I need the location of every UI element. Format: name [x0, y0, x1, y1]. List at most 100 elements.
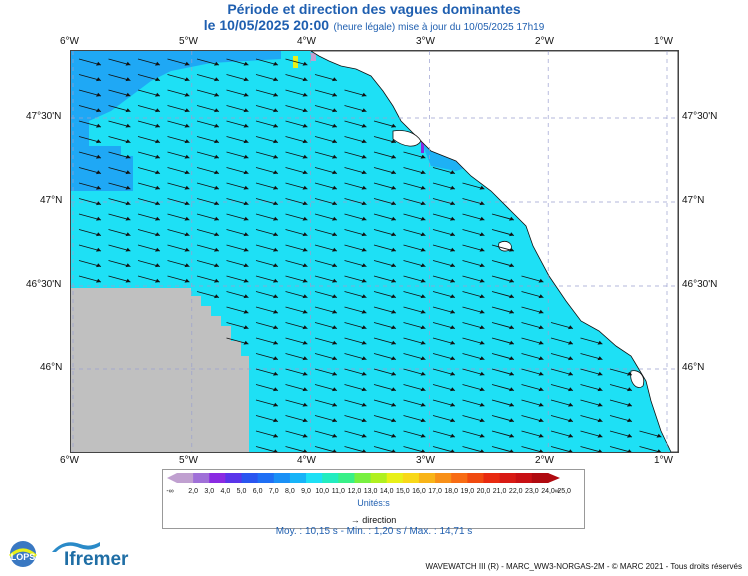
direction-arrow — [285, 74, 308, 82]
direction-arrow — [137, 244, 161, 252]
direction-arrow — [285, 229, 308, 237]
scale-label: 24,0 — [541, 488, 555, 495]
direction-arrow — [314, 291, 338, 299]
direction-arrow — [462, 399, 485, 407]
direction-arrow — [521, 430, 544, 438]
direction-arrow — [226, 229, 249, 237]
direction-arrow — [255, 384, 279, 392]
scale-min-tip — [167, 473, 177, 483]
direction-arrow — [255, 182, 279, 190]
direction-arrow — [344, 105, 367, 113]
direction-arrow — [432, 244, 456, 252]
map-title: Période et direction des vagues dominant… — [227, 1, 521, 17]
direction-arrow — [462, 229, 485, 237]
direction-arrow — [167, 182, 190, 190]
direction-arrow — [167, 58, 190, 66]
direction-arrow — [432, 368, 456, 376]
direction-arrow — [580, 384, 603, 392]
direction-arrow — [373, 291, 397, 299]
direction-arrow — [137, 74, 161, 82]
direction-arrow — [137, 120, 161, 128]
direction-arrow — [491, 322, 515, 330]
direction-arrow — [639, 430, 662, 438]
direction-arrow — [196, 105, 220, 113]
direction-arrow — [314, 322, 338, 330]
direction-arrow — [462, 430, 485, 438]
scale-swatch — [402, 473, 420, 483]
lon-tick-bottom-6w: 6°W — [60, 455, 79, 466]
direction-arrow — [285, 244, 308, 252]
direction-arrow — [137, 58, 161, 66]
direction-arrow — [78, 260, 102, 268]
direction-arrow — [285, 120, 308, 128]
scale-label: 23,0 — [525, 488, 539, 495]
direction-arrow — [108, 74, 131, 82]
forecast-date: le 10/05/2025 20:00 — [203, 17, 330, 33]
credits-line: WAVEWATCH III (R) - MARC_WW3-NORGAS-2M -… — [425, 562, 742, 571]
direction-arrow — [373, 430, 397, 438]
direction-arrow — [314, 151, 338, 159]
lon-tick-top-6w: 6°W — [60, 36, 79, 47]
direction-arrow — [403, 368, 426, 376]
lat-tick-left-4730: 47°30'N — [26, 111, 62, 122]
scale-label: 15,0 — [396, 488, 410, 495]
scale-label: 16,0 — [412, 488, 426, 495]
direction-arrow — [314, 275, 338, 283]
direction-arrow — [314, 89, 338, 97]
direction-arrow — [403, 353, 426, 361]
direction-arrow — [196, 120, 220, 128]
direction-arrow — [373, 198, 397, 206]
direction-arrow — [550, 353, 574, 361]
direction-arrow — [373, 399, 397, 407]
stats-line: Moy. : 10,15 s - Min. : 1,20 s / Max. : … — [275, 526, 473, 537]
scale-swatch — [435, 473, 452, 483]
direction-arrow — [314, 430, 338, 438]
direction-arrow — [432, 399, 456, 407]
unit-label: Unités:s — [357, 498, 390, 508]
direction-arrow — [373, 120, 397, 128]
direction-arrow — [403, 415, 426, 423]
direction-arrow — [314, 260, 338, 268]
direction-arrow — [344, 151, 367, 159]
direction-arrow — [403, 291, 426, 299]
direction-arrow — [285, 151, 308, 159]
direction-arrow — [285, 446, 308, 452]
direction-arrow — [255, 337, 279, 345]
direction-arrow — [255, 136, 279, 144]
direction-arrow — [255, 213, 279, 221]
direction-arrow — [521, 446, 544, 452]
direction-arrow — [196, 291, 220, 299]
direction-arrow — [521, 291, 544, 299]
scale-label: 13,0 — [363, 488, 378, 495]
direction-arrow — [609, 384, 633, 392]
direction-arrow — [78, 58, 102, 66]
direction-arrow — [580, 368, 603, 376]
direction-arrow — [167, 120, 190, 128]
direction-arrow — [226, 151, 249, 159]
direction-arrow — [403, 337, 426, 345]
direction-arrow — [285, 260, 308, 268]
direction-arrow — [226, 89, 249, 97]
direction-arrow — [344, 213, 367, 221]
direction-arrow — [432, 322, 456, 330]
scale-swatch — [483, 473, 501, 483]
short-period-bay-a — [421, 141, 424, 153]
direction-arrow — [255, 89, 279, 97]
direction-arrow — [285, 58, 308, 66]
direction-arrow — [285, 353, 308, 361]
direction-arrow — [137, 229, 161, 237]
direction-arrow — [373, 229, 397, 237]
direction-arrow — [373, 260, 397, 268]
direction-arrow — [167, 136, 190, 144]
direction-arrow — [255, 151, 279, 159]
direction-arrow — [314, 229, 338, 237]
lon-tick-top-5w: 5°W — [179, 36, 198, 47]
scale-swatch — [177, 473, 194, 483]
direction-arrow — [344, 322, 367, 330]
direction-arrow — [432, 291, 456, 299]
direction-arrow — [226, 74, 249, 82]
direction-arrow — [167, 229, 190, 237]
direction-arrow — [226, 275, 249, 283]
direction-arrow — [196, 244, 220, 252]
direction-arrow — [255, 306, 279, 314]
